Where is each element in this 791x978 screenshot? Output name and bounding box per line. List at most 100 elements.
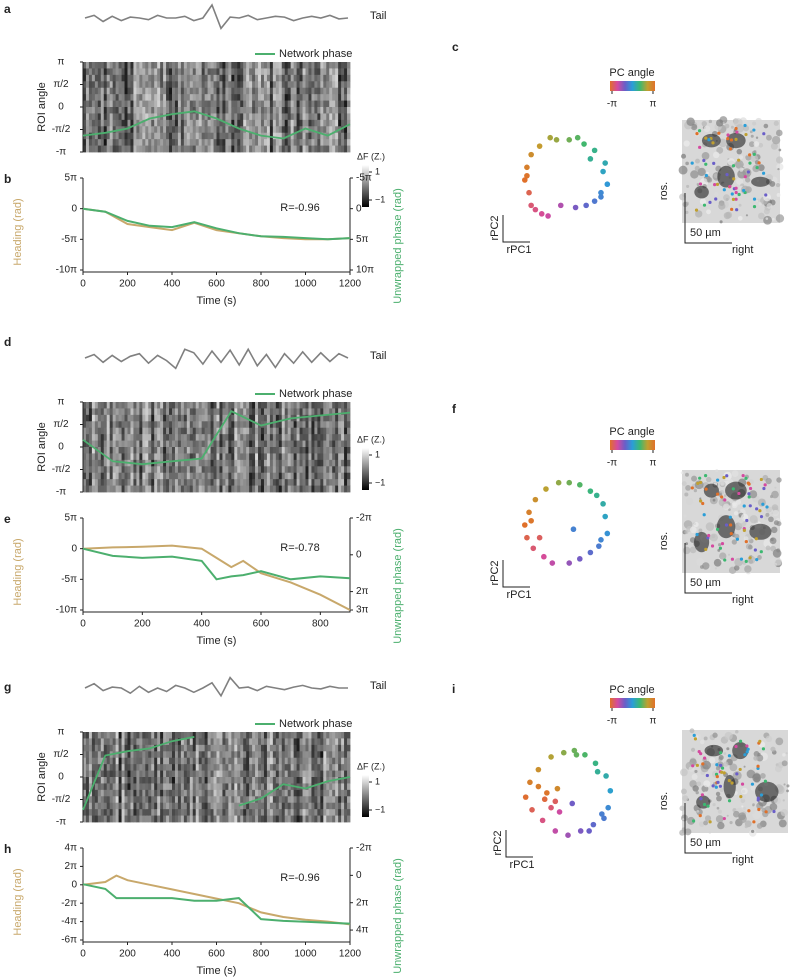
heatmap-cell	[281, 453, 286, 461]
heatmap-cell	[94, 796, 99, 804]
image-speck	[699, 497, 702, 500]
heatmap-cell	[329, 789, 333, 797]
heatmap-cell	[281, 427, 286, 435]
heatmap-cell	[174, 434, 179, 441]
heatmap-cell	[97, 751, 102, 759]
heatmap-cell	[145, 764, 149, 771]
scatter-point	[535, 783, 542, 790]
heatmap-cell	[133, 427, 137, 435]
heatmap-cell	[287, 74, 292, 82]
heatmap-cell	[326, 119, 330, 127]
heatmap-cell	[130, 447, 134, 454]
heatmap-cell	[341, 113, 345, 121]
heatmap-cell	[246, 100, 250, 108]
heatmap-cell	[243, 466, 247, 474]
scatter-point	[565, 832, 571, 838]
heatmap-cell	[172, 421, 176, 429]
heatmap-cell	[142, 113, 146, 121]
heatmap-cell	[112, 74, 117, 82]
heatmap-cell	[154, 427, 158, 435]
heatmap-cell	[210, 459, 214, 467]
image-speck	[708, 757, 716, 764]
heatmap-cell	[332, 485, 336, 493]
heatmap-cell	[180, 732, 185, 739]
heatmap-cell	[290, 764, 295, 771]
heatmap-cell	[237, 81, 241, 89]
heatmap-cell	[186, 62, 191, 69]
heatmap-cell	[302, 751, 306, 759]
heatmap-cell	[216, 414, 220, 422]
heatmap-cell	[91, 783, 96, 791]
heatmap-cell	[237, 74, 241, 82]
heatmap-cell	[210, 139, 214, 146]
heatmap-cell	[258, 81, 262, 89]
heatmap-cell	[335, 113, 339, 121]
x-tick-label: 800	[312, 619, 329, 630]
heatmap-cell	[347, 770, 351, 778]
image-roi	[699, 752, 703, 756]
x-tick-label: 600	[208, 279, 225, 290]
heatmap-cell	[266, 459, 271, 467]
heatmap-cell	[287, 62, 292, 69]
heatmap-cell	[166, 783, 170, 791]
image-roi	[729, 138, 734, 142]
heatmap-cell	[109, 408, 114, 416]
heatmap-cell	[186, 414, 191, 422]
heatmap-cell	[130, 770, 134, 778]
heatmap-cell	[296, 408, 300, 416]
heatmap-cell	[91, 802, 96, 810]
heatmap-cell	[308, 440, 312, 448]
heatmap-cell	[296, 139, 300, 146]
heatmap-cell	[189, 74, 194, 82]
image-speck	[719, 220, 723, 224]
heatmap-cell	[332, 770, 336, 778]
heatmap-cell	[174, 139, 179, 146]
heatmap-cell	[97, 119, 102, 127]
scatter-point	[528, 202, 534, 209]
heatmap-cell	[106, 440, 111, 448]
heatmap-cell	[121, 81, 125, 89]
heatmap-cell	[201, 732, 206, 739]
heatmap-cell	[261, 81, 265, 89]
heatmap-cell	[216, 113, 220, 121]
heatmap-cell	[237, 732, 241, 739]
heatmap-cell	[154, 777, 158, 784]
heatmap-cell	[112, 466, 117, 474]
heatmap-cell	[154, 479, 158, 486]
heatmap-cell	[124, 81, 128, 89]
heatmap-cell	[204, 459, 208, 467]
heatmap-cell	[296, 145, 300, 153]
heatmap-cell	[225, 94, 229, 101]
heatmap-cell	[240, 81, 244, 89]
heatmap-cell	[293, 119, 297, 127]
heatmap-cell	[136, 453, 140, 461]
heatmap-cell	[341, 408, 345, 416]
heatmap-cell	[305, 744, 309, 752]
heatmap-cell	[258, 100, 262, 108]
heatmap-cell	[85, 139, 90, 146]
heatmap-cell	[255, 145, 259, 153]
heatmap-cell	[198, 414, 203, 422]
heatmap-cell	[293, 81, 297, 89]
heatmap-cell	[252, 107, 256, 114]
heatmap-cell	[195, 815, 200, 823]
heatmap-cell	[243, 479, 247, 486]
heatmap-cell	[293, 440, 297, 448]
heatmap-cell	[219, 751, 223, 759]
heatmap-cell	[275, 402, 280, 409]
heatmap-cell	[160, 440, 164, 448]
heatmap-cell	[94, 459, 99, 467]
heatmap-cell	[261, 145, 265, 153]
heatmap-cell	[163, 132, 167, 140]
heatmap-cell	[112, 732, 117, 739]
heatmap-cell	[97, 74, 102, 82]
heatmap-cell	[326, 783, 330, 791]
scatter-point	[556, 809, 563, 815]
image-speck	[775, 214, 785, 223]
heatmap-cell	[219, 485, 223, 493]
heatmap-cell	[83, 139, 87, 146]
heatmap-cell	[261, 815, 265, 823]
heatmap-cell	[216, 744, 220, 752]
heatmap-cell	[338, 94, 342, 101]
heatmap-cell	[284, 421, 289, 429]
